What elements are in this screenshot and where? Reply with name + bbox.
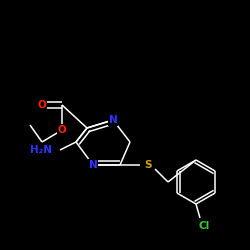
Text: S: S [144,160,152,170]
Text: N: N [108,115,118,125]
Text: Cl: Cl [198,221,209,231]
Text: O: O [38,100,46,110]
Text: N: N [88,160,98,170]
Text: O: O [58,125,66,135]
Text: H₂N: H₂N [30,145,52,155]
